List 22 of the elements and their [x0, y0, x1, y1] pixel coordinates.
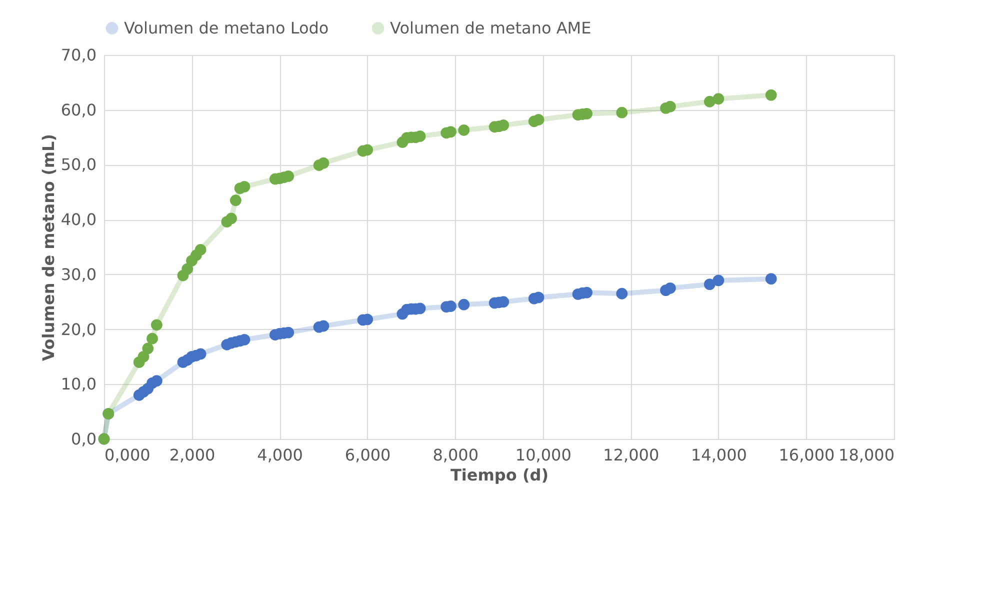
legend-label: Volumen de metano Lodo	[124, 18, 329, 38]
legend-label: Volumen de metano AME	[390, 18, 592, 38]
x-tick-label: 6,000	[344, 446, 391, 464]
y-tick-label: 70,0	[60, 46, 96, 64]
x-tick-label: 14,000	[690, 446, 747, 464]
y-tick-label: 30,0	[60, 264, 96, 284]
x-tick-label: 2,000	[169, 446, 216, 464]
y-tick-label: 10,0	[60, 374, 96, 394]
x-tick-label: 4,000	[257, 446, 303, 464]
x-tick-label: 16,000	[778, 446, 835, 464]
x-axis-title: Tiempo (d)	[450, 466, 549, 484]
x-tick-label: 10,000	[515, 446, 572, 464]
y-tick-label: 60,0	[60, 100, 96, 120]
y-tick-label: 0,0	[71, 430, 96, 448]
y-tick-label: 20,0	[60, 320, 96, 339]
x-tick-label: 0,000	[104, 446, 150, 464]
y-tick-label: 40,0	[60, 210, 96, 230]
x-tick-label: 8,000	[432, 446, 479, 464]
y-axis-title: Volumen de metano (mL)	[38, 134, 58, 362]
x-tick-label: 12,000	[603, 446, 660, 464]
y-tick-label: 50,0	[60, 155, 96, 174]
x-tick-label: 18,000	[838, 446, 894, 464]
